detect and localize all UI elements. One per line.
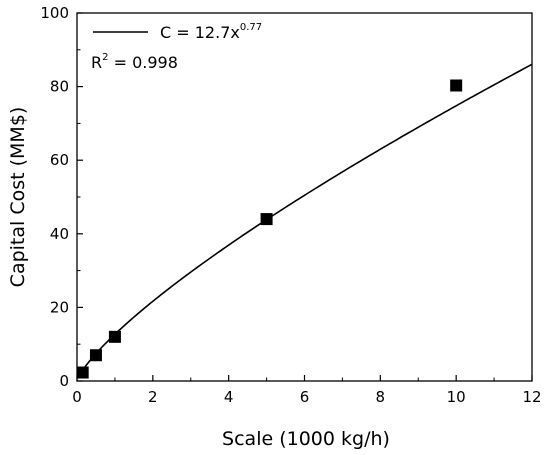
y-tick-label: 20 [50, 298, 69, 316]
data-point-marker [260, 213, 273, 226]
y-tick-label: 40 [50, 225, 69, 243]
x-axis-title: Scale (1000 kg/h) [222, 428, 390, 450]
y-tick-label: 60 [50, 151, 69, 169]
x-tick-label: 12 [522, 388, 541, 406]
y-tick-label: 80 [50, 78, 69, 96]
data-point-marker [76, 366, 89, 379]
x-tick-label: 10 [447, 388, 466, 406]
data-point-marker [108, 330, 121, 343]
legend: C = 12.7x0.77 R2 = 0.998 [91, 22, 262, 72]
r-squared-value: = 0.998 [109, 53, 178, 72]
fit-equation-exponent: 0.77 [240, 22, 262, 33]
data-point-marker [450, 79, 463, 92]
axes-layer: 0 2 4 6 8 10 12 0 20 40 60 80 100 [40, 4, 541, 406]
x-tick-label: 0 [72, 388, 82, 406]
fit-equation-label: C = 12.7x0.77 [160, 22, 262, 42]
r-squared-power: 2 [102, 52, 108, 63]
x-tick-label: 2 [148, 388, 158, 406]
x-tick-label: 6 [300, 388, 310, 406]
y-axis-title: Capital Cost (MM$) [7, 107, 29, 288]
r-squared-prefix: R [91, 53, 102, 72]
fit-curve [82, 63, 533, 371]
fit-layer [82, 63, 533, 371]
data-point-marker [89, 349, 102, 362]
x-tick-label: 8 [376, 388, 386, 406]
y-tick-label: 0 [59, 372, 69, 390]
y-tick-label: 100 [40, 4, 69, 22]
r-squared-label: R2 = 0.998 [91, 52, 178, 72]
x-tick-label: 4 [224, 388, 234, 406]
fit-equation-main: C = 12.7x [160, 23, 240, 42]
marker-layer [76, 79, 463, 379]
